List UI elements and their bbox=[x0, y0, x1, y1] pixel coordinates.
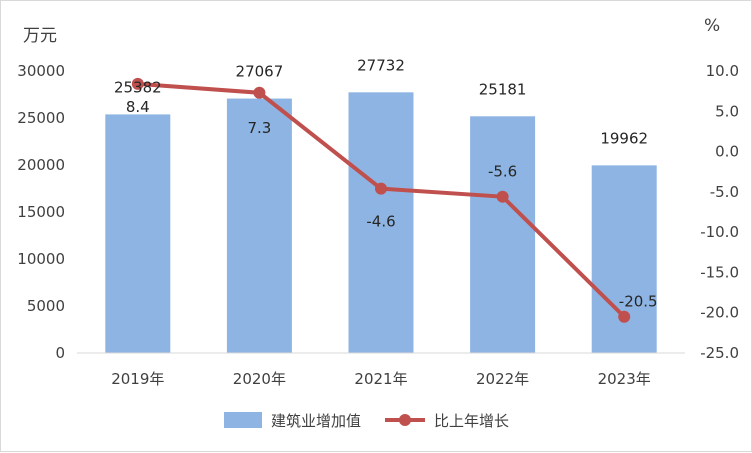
bar-2 bbox=[348, 92, 414, 353]
growth-point-1 bbox=[253, 86, 266, 99]
x-tick-label: 2019年 bbox=[111, 370, 164, 388]
x-tick-label: 2023年 bbox=[598, 370, 651, 388]
y-left-tick-label: 25000 bbox=[17, 109, 65, 127]
labels-layer: 25382 27067 27732 25181 19962 8.4 7.3 -4.6 -5.6 -… bbox=[114, 56, 658, 310]
bar-1 bbox=[226, 98, 292, 354]
y-left-tick-label: 5000 bbox=[27, 297, 65, 315]
bar-value-label: 25382 bbox=[114, 78, 162, 96]
line-value-label: -20.5 bbox=[619, 293, 658, 311]
y-left-tick-label: 15000 bbox=[17, 203, 65, 221]
y-left-tick-label: 20000 bbox=[17, 156, 65, 174]
y-right-tick-label: 5.0 bbox=[715, 102, 739, 120]
growth-point-4 bbox=[618, 310, 631, 323]
bar-3 bbox=[470, 116, 536, 353]
legend-bar-swatch bbox=[224, 412, 262, 428]
legend: 建筑业增加值 比上年增长 bbox=[224, 412, 509, 430]
bar-value-label: 27732 bbox=[357, 56, 405, 74]
y-right-tick-label: -10.0 bbox=[700, 223, 739, 241]
y-left-tick-label: 0 bbox=[55, 344, 65, 362]
legend-line-label: 比上年增长 bbox=[434, 412, 509, 430]
y-right-tick-label: 0.0 bbox=[715, 143, 739, 161]
y-right-tick-label: -5.0 bbox=[710, 183, 739, 201]
bar-value-label: 25181 bbox=[479, 80, 527, 98]
bar-4 bbox=[591, 165, 657, 353]
y-left-unit: 万元 bbox=[23, 26, 57, 46]
growth-point-3 bbox=[496, 190, 509, 203]
x-tick-label: 2022年 bbox=[476, 370, 529, 388]
bar-0 bbox=[105, 114, 171, 353]
y-left-tick-label: 30000 bbox=[17, 62, 65, 80]
growth-point-2 bbox=[375, 182, 387, 195]
growth-point-0 bbox=[131, 77, 144, 90]
axis-layer: 0 5000 10000 15000 20000 25000 30000 -25.0 -20.0… bbox=[17, 16, 739, 388]
line-value-label: 7.3 bbox=[247, 119, 271, 137]
y-right-tick-label: -20.0 bbox=[700, 304, 739, 322]
y-right-tick-label: -15.0 bbox=[700, 263, 739, 281]
legend-bar-label: 建筑业增加值 bbox=[271, 412, 361, 430]
bar-value-label: 27067 bbox=[236, 63, 284, 81]
y-right-unit: % bbox=[704, 16, 720, 36]
y-right-tick-label: 10.0 bbox=[706, 62, 739, 80]
x-tick-label: 2021年 bbox=[354, 370, 407, 388]
bar-value-label: 19962 bbox=[600, 129, 648, 147]
y-right-tick-label: -25.0 bbox=[700, 344, 739, 362]
line-value-label: -5.6 bbox=[488, 163, 517, 181]
y-left-tick-label: 10000 bbox=[17, 250, 65, 268]
x-tick-label: 2020年 bbox=[233, 370, 286, 388]
line-layer bbox=[131, 77, 631, 323]
legend-line-marker bbox=[399, 414, 411, 426]
line-value-label: 8.4 bbox=[126, 98, 150, 116]
line-value-label: -4.6 bbox=[366, 213, 395, 231]
